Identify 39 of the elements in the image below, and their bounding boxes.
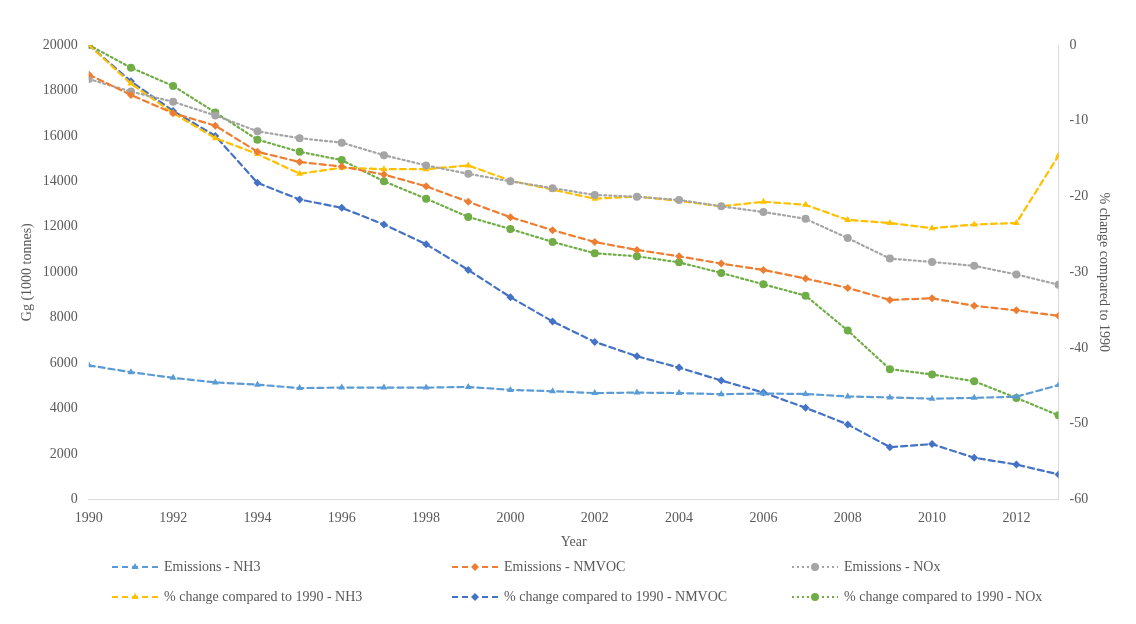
x-tick-label: 1998 [412,510,441,526]
y2-tick-label: -40 [1069,339,1089,355]
legend-label: % change compared to 1990 - NOx [844,589,1043,605]
y2-tick-label: -30 [1069,263,1089,279]
x-tick-label: 2008 [833,510,862,526]
legend-label: Emissions - NOx [844,559,941,575]
y2-tick-label: -10 [1069,112,1089,128]
y-tick-label: 18000 [42,82,78,98]
y-axis-title: Gg (1000 tonnes) [19,222,36,322]
x-tick-label: 2000 [496,510,525,526]
legend-label: % change compared to 1990 - NH3 [164,589,363,605]
y-tick-label: 14000 [42,172,78,188]
x-tick-label: 2012 [1002,510,1031,526]
y-tick-label: 2000 [49,445,78,461]
x-tick-label: 2004 [665,510,694,526]
y-tick-label: 16000 [42,127,78,143]
x-tick-label: 1992 [159,510,188,526]
y2-tick-label: 0 [1069,36,1077,52]
y-tick-label: 10000 [42,263,78,279]
y-tick-label: 8000 [49,309,78,325]
legend-label: % change compared to 1990 - NMVOC [504,589,728,605]
x-tick-label: 2010 [918,510,947,526]
x-tick-label: 1994 [243,510,272,526]
legend-label: Emissions - NMVOC [504,559,626,575]
y-tick-label: 6000 [49,354,78,370]
y-tick-label: 12000 [42,218,78,234]
y-tick-label: 20000 [42,36,78,52]
y-tick-label: 4000 [49,400,78,416]
x-axis-title: Year [560,534,587,550]
y2-axis-title: % change compared to 1990 [1096,192,1112,352]
y2-tick-label: -20 [1069,188,1089,204]
legend-label: Emissions - NH3 [164,559,261,575]
y2-tick-label: -50 [1069,415,1089,431]
y-tick-label: 0 [70,491,78,507]
x-tick-label: 2002 [580,510,609,526]
y2-tick-label: -60 [1069,491,1089,507]
x-tick-label: 1990 [74,510,103,526]
x-tick-label: 1996 [327,510,356,526]
x-tick-label: 2006 [749,510,778,526]
